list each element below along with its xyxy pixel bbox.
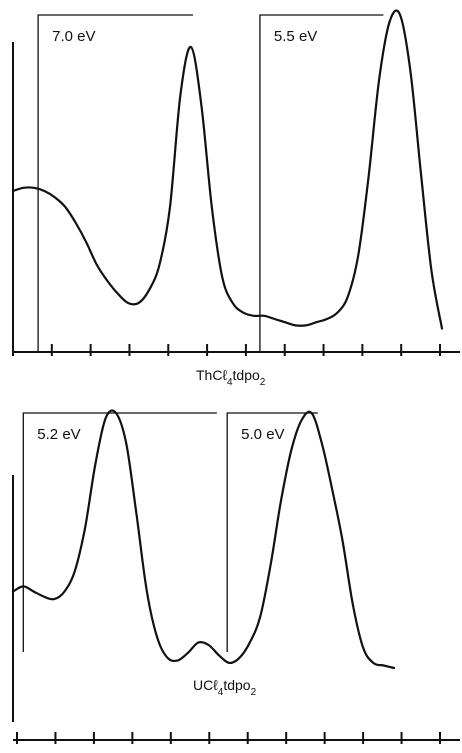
x-axis-ticks	[16, 732, 441, 744]
uranium-spectrum-panel: 5.2 eV 5.0 eV UCℓ4tdpo2	[11, 409, 460, 744]
spectrum-line	[11, 9, 444, 330]
bracket-line	[259, 14, 384, 352]
bracket-line	[37, 14, 193, 352]
chart-title: UCℓ4tdpo2	[193, 677, 257, 698]
spectrum-line	[11, 409, 396, 670]
bracket-line	[226, 412, 318, 652]
peak-brackets: 7.0 eV 5.5 eV	[37, 14, 384, 352]
x-axis-ticks	[12, 344, 441, 356]
peak-energy-label: 5.2 eV	[37, 426, 80, 443]
peak-energy-label: 7.0 eV	[52, 28, 95, 45]
bracket-line	[22, 412, 217, 652]
thorium-spectrum-panel: 7.0 eV 5.5 eV ThCℓ4tdpo2	[11, 9, 460, 388]
peak-bracket: 5.2 eV	[22, 412, 217, 652]
peak-energy-label: 5.5 eV	[274, 28, 317, 45]
peak-bracket: 5.0 eV	[226, 412, 318, 652]
chart-title: ThCℓ4tdpo2	[196, 367, 266, 388]
peak-bracket: 7.0 eV	[37, 14, 193, 352]
peak-energy-label: 5.0 eV	[241, 426, 284, 443]
peak-brackets: 5.2 eV 5.0 eV	[22, 412, 318, 652]
peak-bracket: 5.5 eV	[259, 14, 384, 352]
